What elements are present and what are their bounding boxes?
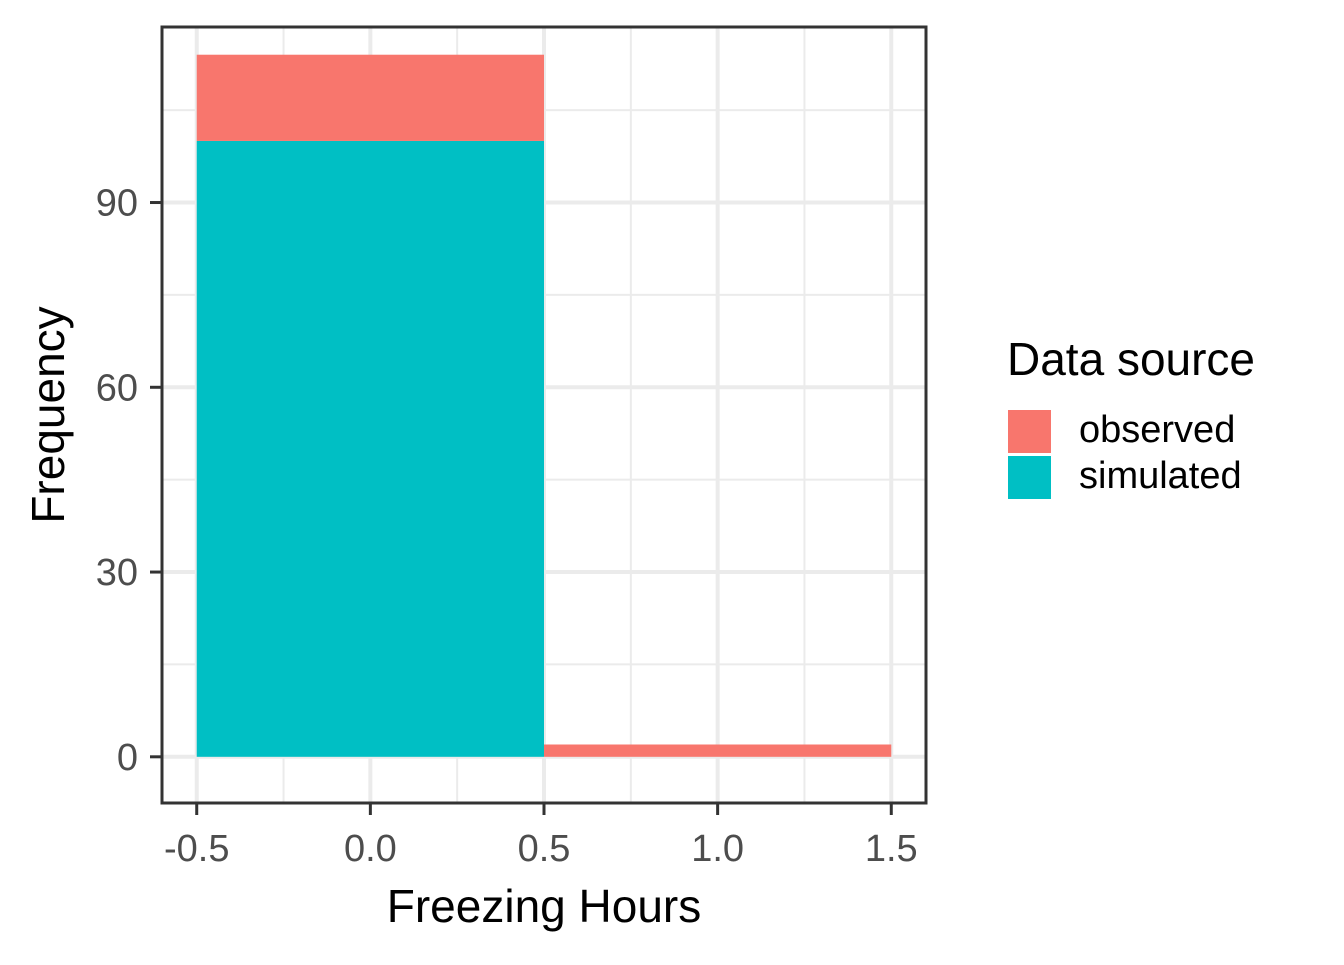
y-tick-label: 60 bbox=[96, 367, 138, 409]
x-tick-label: 1.0 bbox=[691, 828, 744, 870]
x-tick-label: 0.0 bbox=[344, 828, 397, 870]
bar-simulated bbox=[196, 140, 544, 757]
y-tick-label: 0 bbox=[117, 737, 138, 779]
legend-title: Data source bbox=[1007, 333, 1255, 385]
bar-observed bbox=[544, 744, 892, 757]
x-tick-label: 1.5 bbox=[865, 828, 918, 870]
y-tick-label: 30 bbox=[96, 552, 138, 594]
x-tick-label: -0.5 bbox=[164, 828, 229, 870]
legend-label-observed: observed bbox=[1079, 409, 1235, 451]
bar-observed bbox=[196, 54, 544, 141]
y-tick-label: 90 bbox=[96, 183, 138, 225]
legend-swatch-observed bbox=[1008, 410, 1051, 453]
axes: -0.5 0.0 0.5 1.0 1.5 0 30 60 90 bbox=[96, 183, 918, 870]
legend-swatch-simulated bbox=[1008, 456, 1051, 499]
y-axis-title: Frequency bbox=[22, 306, 74, 523]
bars bbox=[196, 54, 892, 757]
x-axis-title: Freezing Hours bbox=[387, 880, 701, 932]
x-tick-label: 0.5 bbox=[518, 828, 571, 870]
legend-label-simulated: simulated bbox=[1079, 455, 1242, 497]
